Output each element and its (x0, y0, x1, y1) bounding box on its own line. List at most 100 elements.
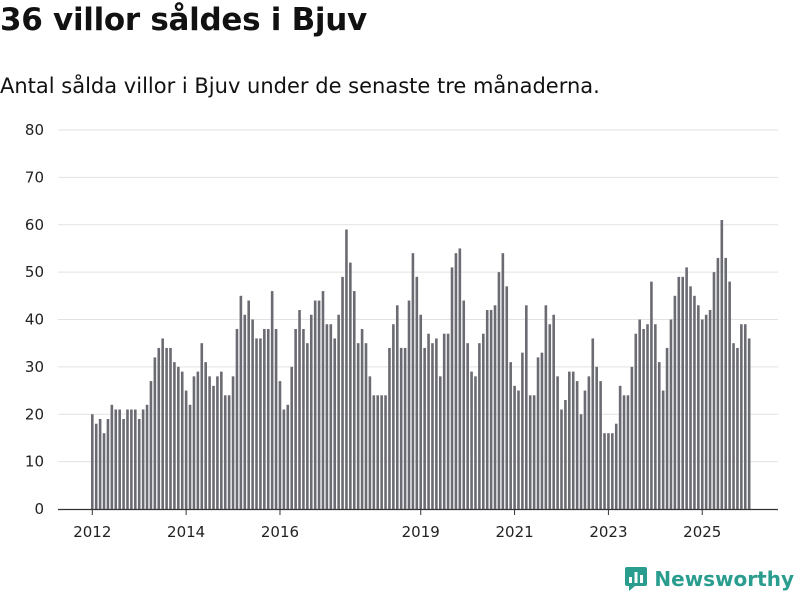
bar[interactable] (591, 338, 595, 509)
bar[interactable] (716, 257, 720, 509)
bar[interactable] (661, 390, 665, 509)
bar[interactable] (325, 324, 329, 509)
bar[interactable] (403, 347, 407, 509)
bar[interactable] (579, 414, 583, 509)
bar[interactable] (704, 314, 708, 509)
bar[interactable] (384, 395, 387, 509)
bar[interactable] (337, 314, 340, 509)
bar[interactable] (685, 267, 688, 509)
bar[interactable] (239, 295, 243, 509)
bar[interactable] (673, 295, 677, 509)
bar[interactable] (669, 319, 673, 510)
bar[interactable] (575, 381, 579, 509)
bar[interactable] (743, 324, 747, 509)
bar[interactable] (665, 347, 669, 509)
bar[interactable] (466, 343, 469, 509)
bar[interactable] (220, 371, 223, 509)
bar[interactable] (482, 333, 485, 509)
bar[interactable] (212, 385, 215, 509)
bar[interactable] (134, 409, 137, 509)
bar[interactable] (360, 328, 364, 509)
bar[interactable] (689, 286, 692, 509)
bar[interactable] (407, 300, 411, 509)
bar[interactable] (309, 314, 313, 509)
bar[interactable] (697, 305, 700, 509)
bar[interactable] (161, 338, 164, 509)
bar[interactable] (411, 253, 415, 509)
bar[interactable] (462, 300, 466, 509)
bar[interactable] (341, 276, 344, 509)
bar[interactable] (571, 371, 575, 509)
bar[interactable] (345, 229, 348, 510)
bar[interactable] (423, 347, 426, 509)
bar[interactable] (740, 324, 743, 509)
bar[interactable] (223, 395, 227, 509)
bar[interactable] (278, 381, 282, 509)
bar[interactable] (427, 333, 430, 509)
bar[interactable] (392, 324, 395, 509)
bar[interactable] (587, 376, 591, 509)
bar[interactable] (266, 328, 270, 509)
bar[interactable] (243, 314, 247, 509)
bar[interactable] (270, 291, 274, 509)
bar[interactable] (349, 262, 352, 509)
bar[interactable] (114, 409, 118, 509)
bar[interactable] (458, 248, 462, 509)
bar[interactable] (712, 272, 716, 509)
bar[interactable] (442, 333, 446, 509)
bar[interactable] (180, 371, 184, 509)
bar[interactable] (560, 409, 563, 509)
bar[interactable] (216, 376, 219, 509)
bar[interactable] (313, 300, 317, 509)
bar[interactable] (306, 343, 309, 509)
bar[interactable] (548, 324, 552, 509)
bar[interactable] (450, 267, 454, 509)
bar[interactable] (94, 423, 98, 509)
bar[interactable] (372, 395, 376, 509)
bar[interactable] (106, 418, 110, 509)
bar[interactable] (298, 310, 301, 509)
bar[interactable] (376, 395, 380, 509)
bar[interactable] (618, 385, 622, 509)
bar[interactable] (290, 366, 294, 509)
bar[interactable] (595, 366, 598, 509)
bar[interactable] (196, 371, 200, 509)
bar[interactable] (227, 395, 231, 509)
bar[interactable] (446, 333, 450, 509)
bar[interactable] (247, 300, 250, 509)
bar[interactable] (501, 253, 505, 509)
bar[interactable] (622, 395, 626, 509)
bar[interactable] (145, 404, 149, 509)
bar[interactable] (493, 305, 497, 509)
bar[interactable] (470, 371, 473, 509)
bar[interactable] (333, 338, 337, 509)
bar[interactable] (435, 338, 438, 509)
bar[interactable] (130, 409, 133, 509)
bar[interactable] (126, 409, 129, 509)
bar[interactable] (231, 376, 235, 509)
bar[interactable] (532, 395, 536, 509)
bar[interactable] (395, 305, 399, 509)
bar[interactable] (497, 272, 501, 509)
bar[interactable] (352, 291, 356, 509)
bar[interactable] (568, 371, 571, 509)
bar[interactable] (431, 343, 434, 509)
bar[interactable] (388, 347, 391, 509)
bar[interactable] (177, 366, 180, 509)
bar[interactable] (552, 314, 555, 509)
bar[interactable] (509, 362, 512, 509)
bar[interactable] (724, 257, 728, 509)
bar[interactable] (118, 409, 121, 509)
bar[interactable] (153, 357, 157, 509)
bar[interactable] (192, 376, 196, 509)
bar[interactable] (149, 381, 153, 509)
bar[interactable] (184, 390, 188, 509)
bar[interactable] (564, 400, 567, 509)
bar[interactable] (599, 381, 602, 509)
bar[interactable] (614, 423, 618, 509)
bar[interactable] (654, 324, 657, 509)
bar[interactable] (603, 433, 606, 509)
bar[interactable] (556, 376, 559, 509)
bar[interactable] (274, 328, 278, 509)
bar[interactable] (650, 281, 653, 509)
